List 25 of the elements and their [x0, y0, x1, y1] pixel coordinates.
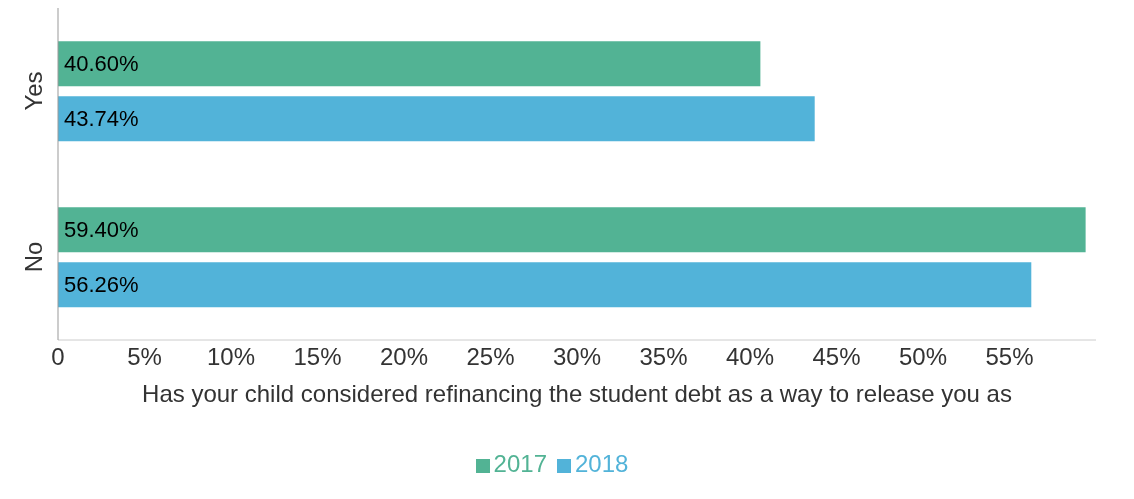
legend-label: 2017 [493, 450, 547, 477]
x-tick-label: 20% [379, 343, 429, 371]
legend-label: 2018 [575, 450, 629, 477]
x-tick-label: 50% [898, 343, 948, 371]
x-tick-label: 45% [812, 343, 861, 371]
x-tick-label: 0 [51, 343, 65, 371]
x-tick-label: 25% [466, 343, 515, 371]
y-tick-label: Yes [20, 71, 47, 111]
bar [58, 207, 1086, 253]
bar [58, 262, 1032, 308]
x-tick-label: 5% [127, 343, 162, 371]
data-label: 56.26% [64, 272, 139, 298]
x-tick-label: 55% [985, 343, 1034, 371]
x-tick-label: 35% [639, 343, 688, 371]
bar [58, 41, 761, 87]
data-label: 40.60% [64, 51, 139, 77]
data-label: 43.74% [64, 106, 139, 132]
x-tick-label: 30% [552, 343, 602, 371]
bar [58, 96, 815, 142]
data-label: 59.40% [64, 217, 139, 243]
x-axis-title: Has your child considered refinancing the student debt as a way to release you as [142, 380, 1012, 408]
x-tick-label: 10% [206, 343, 256, 371]
y-tick-label: No [20, 241, 47, 273]
x-tick-label: 40% [725, 343, 775, 371]
x-tick-label: 15% [293, 343, 342, 371]
